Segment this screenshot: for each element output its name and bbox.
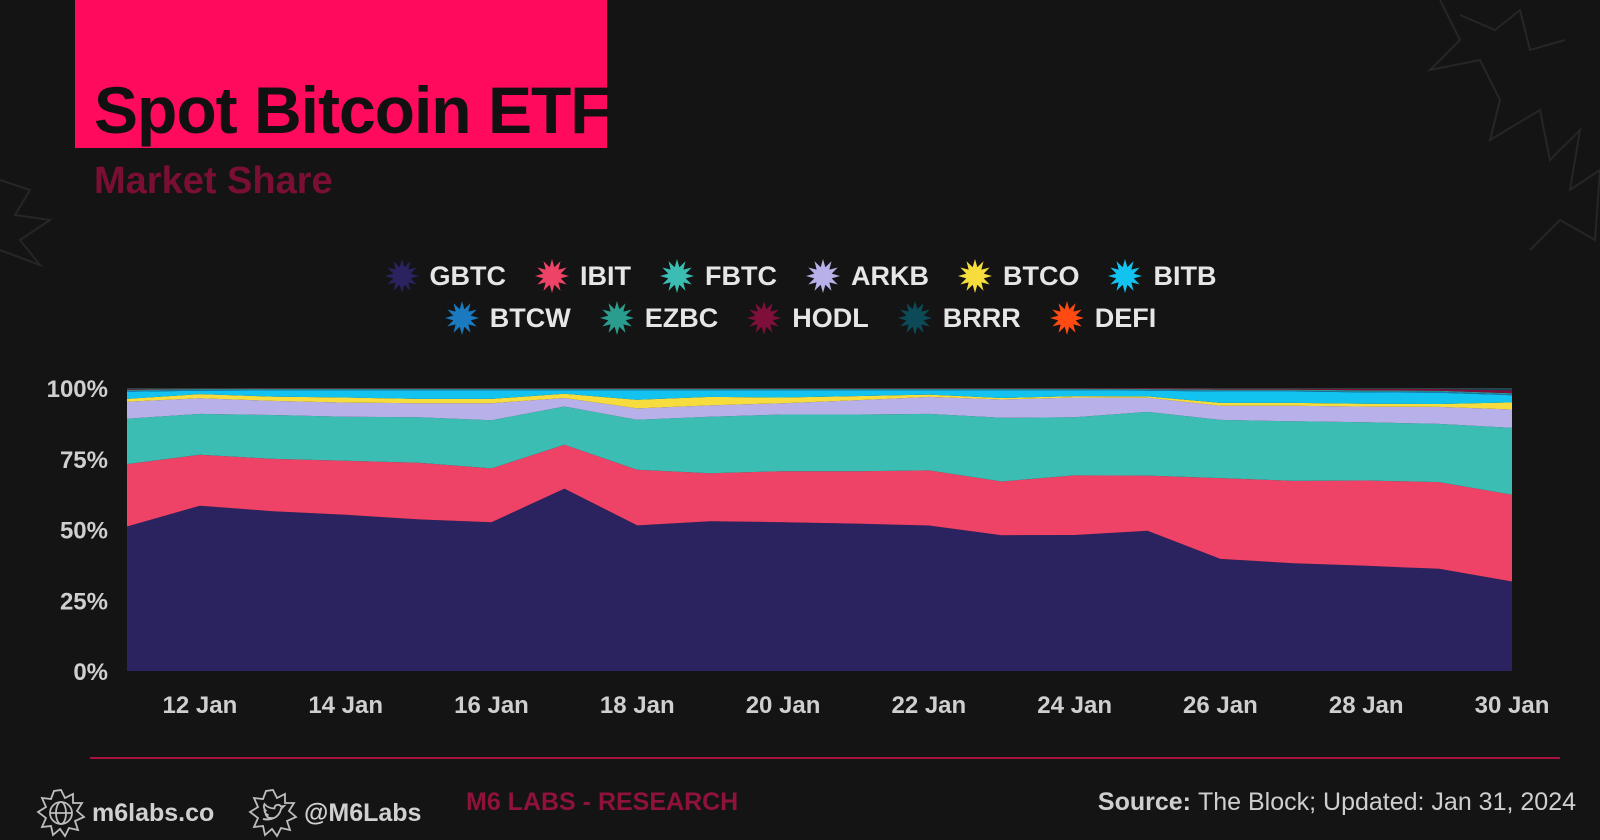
legend-item-defi[interactable]: DEFI — [1049, 300, 1157, 336]
area-series-gbtc — [127, 488, 1512, 671]
area-series-bitb — [127, 390, 1512, 404]
starburst-icon — [747, 301, 782, 335]
starburst-icon — [660, 259, 694, 293]
legend-label: GBTC — [429, 260, 507, 291]
legend-label: BTCW — [489, 302, 571, 333]
legend-label: HODL — [792, 302, 869, 333]
legend-item-ibit[interactable]: IBIT — [534, 258, 631, 294]
area-series-ibit — [127, 444, 1512, 582]
starburst-icon — [599, 301, 634, 335]
title-banner — [75, 0, 607, 148]
legend-row-2: BTCW EZBC HODL BRRR DEFI — [0, 300, 1600, 336]
legend-label: FBTC — [705, 260, 777, 291]
x-tick-label: 28 Jan — [1329, 692, 1404, 719]
starburst-icon — [805, 259, 840, 293]
legend-item-arkb[interactable]: ARKB — [805, 258, 929, 294]
legend-item-hodl[interactable]: HODL — [746, 300, 869, 336]
area-series-ezbc — [127, 388, 1512, 395]
y-tick-label: 75% — [60, 447, 108, 474]
footer-brand: M6 LABS - RESEARCH — [466, 788, 739, 816]
stacked-area-chart: 0% 25% 50% 75% 100% 12 Jan 14 Jan 16 Jan 18 Jan 2… — [47, 376, 1550, 719]
area-series-arkb — [127, 396, 1512, 428]
legend-row-1: GBTC IBIT FBTC ARKB BTCO BITB — [0, 258, 1600, 294]
footer-source: Source: The Block; Updated: Jan 31, 2024 — [1098, 788, 1576, 817]
legend-item-ezbc[interactable]: EZBC — [599, 300, 719, 336]
legend-label: EZBC — [644, 302, 719, 333]
globe-icon — [36, 789, 86, 838]
starburst-decoration-left — [0, 179, 53, 268]
starburst-icon — [1049, 301, 1084, 335]
x-tick-label: 16 Jan — [454, 692, 529, 719]
legend-label: BTCO — [1002, 260, 1080, 291]
area-series-brrr — [127, 388, 1512, 391]
starburst-icon — [1108, 259, 1143, 293]
footer-twitter-label: @M6Labs — [304, 798, 422, 827]
footer-divider — [90, 757, 1560, 759]
y-tick-label: 50% — [60, 518, 108, 545]
x-tick-label: 20 Jan — [746, 692, 821, 719]
starburst-icon — [957, 259, 992, 293]
x-tick-label: 18 Jan — [600, 692, 675, 719]
legend-label: ARKB — [850, 260, 929, 291]
legend-label: BITB — [1153, 260, 1217, 291]
x-tick-label: 12 Jan — [163, 692, 238, 719]
source-text: The Block; Updated: Jan 31, 2024 — [1197, 788, 1576, 816]
legend-label: BRRR — [942, 302, 1021, 333]
legend-label: DEFI — [1094, 302, 1157, 333]
legend-item-btcw[interactable]: BTCW — [444, 300, 571, 336]
legend-item-gbtc[interactable]: GBTC — [384, 258, 507, 294]
x-tick-label: 26 Jan — [1183, 692, 1258, 719]
page-subtitle: Market Share — [94, 160, 333, 202]
source-label: Source: — [1097, 788, 1192, 816]
twitter-icon — [248, 789, 298, 838]
starburst-icon — [384, 259, 419, 293]
page-title: Spot Bitcoin ETF — [94, 73, 611, 147]
area-series-fbtc — [127, 406, 1512, 495]
starburst-icon — [444, 301, 479, 335]
legend-item-btco[interactable]: BTCO — [957, 258, 1080, 294]
footer-twitter[interactable]: @M6Labs — [248, 788, 421, 838]
footer-website-label: m6labs.co — [92, 798, 215, 827]
starburst-icon — [897, 301, 932, 335]
y-tick-label: 100% — [47, 376, 108, 403]
y-tick-label: 0% — [73, 659, 108, 686]
area-series-btcw — [127, 389, 1512, 396]
x-tick-label: 30 Jan — [1475, 692, 1550, 719]
x-tick-label: 24 Jan — [1037, 692, 1112, 719]
starburst-icon — [535, 259, 569, 293]
starburst-decoration-top-right — [1426, 0, 1600, 251]
legend-item-bitb[interactable]: BITB — [1107, 258, 1216, 294]
legend-item-brrr[interactable]: BRRR — [897, 300, 1021, 336]
y-tick-label: 25% — [60, 588, 108, 615]
footer-website[interactable]: m6labs.co — [36, 788, 214, 838]
legend-label: IBIT — [580, 260, 631, 291]
area-series-btco — [127, 393, 1512, 410]
legend-item-fbtc[interactable]: FBTC — [659, 258, 777, 294]
x-tick-label: 14 Jan — [308, 692, 383, 719]
x-tick-label: 22 Jan — [891, 692, 966, 719]
